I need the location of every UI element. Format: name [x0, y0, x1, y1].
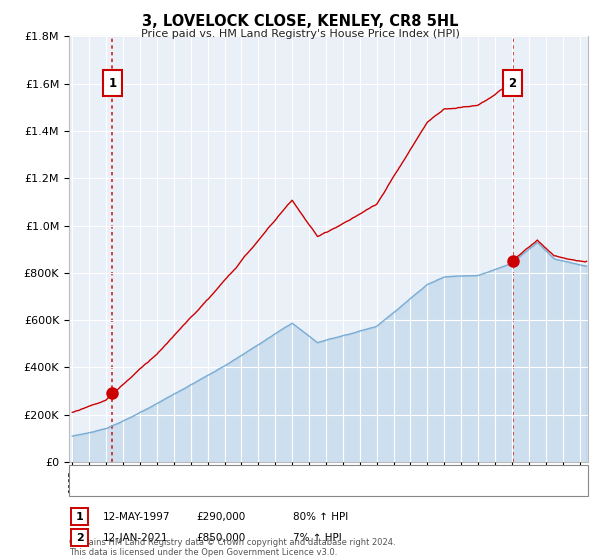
- Text: 1: 1: [109, 77, 116, 90]
- Text: ———: ———: [78, 480, 115, 493]
- Text: 7% ↑ HPI: 7% ↑ HPI: [293, 533, 341, 543]
- Text: 12-JAN-2021: 12-JAN-2021: [103, 533, 168, 543]
- Text: 3, LOVELOCK CLOSE, KENLEY, CR8 5HL: 3, LOVELOCK CLOSE, KENLEY, CR8 5HL: [142, 14, 458, 29]
- Text: 12-MAY-1997: 12-MAY-1997: [103, 512, 170, 522]
- Text: ———: ———: [78, 467, 115, 480]
- Text: £850,000: £850,000: [197, 533, 246, 543]
- Text: £290,000: £290,000: [197, 512, 246, 522]
- Text: HPI: Average price, detached house, Croydon: HPI: Average price, detached house, Croy…: [114, 482, 335, 492]
- Text: 80% ↑ HPI: 80% ↑ HPI: [293, 512, 348, 522]
- Text: 1: 1: [76, 512, 83, 522]
- Text: 2: 2: [76, 533, 83, 543]
- Text: Price paid vs. HM Land Registry's House Price Index (HPI): Price paid vs. HM Land Registry's House …: [140, 29, 460, 39]
- Text: Contains HM Land Registry data © Crown copyright and database right 2024.
This d: Contains HM Land Registry data © Crown c…: [69, 538, 395, 557]
- Text: 3, LOVELOCK CLOSE, KENLEY, CR8 5HL (detached house): 3, LOVELOCK CLOSE, KENLEY, CR8 5HL (deta…: [114, 468, 394, 478]
- FancyBboxPatch shape: [103, 70, 122, 96]
- Text: 2: 2: [509, 77, 517, 90]
- FancyBboxPatch shape: [503, 70, 523, 96]
